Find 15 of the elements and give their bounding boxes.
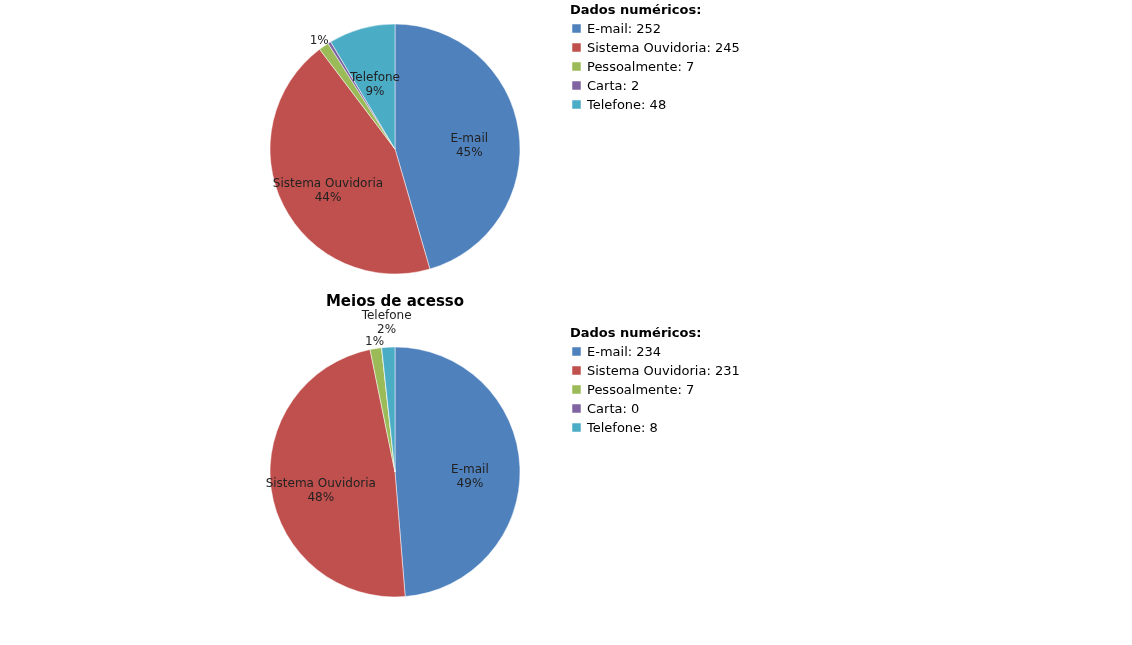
legend-label: Carta: 0 [587, 400, 640, 416]
legend-label: Telefone: 8 [586, 419, 658, 435]
legend-label: Pessoalmente: 7 [587, 58, 695, 74]
legend-title: Dados numéricos: [570, 2, 702, 17]
legend-label: Pessoalmente: 7 [587, 381, 695, 397]
legend-label: Sistema Ouvidoria: 231 [587, 362, 740, 378]
legend-label: Sistema Ouvidoria: 245 [587, 39, 740, 55]
legend-label: Carta: 2 [587, 77, 640, 93]
data-label: E-mail 45% [450, 131, 489, 160]
data-label: E-mail 49% [451, 461, 489, 490]
legend-label: E-mail: 252 [587, 20, 662, 36]
legend-title: Dados numéricos: [570, 325, 702, 340]
legend-label: E-mail: 234 [587, 343, 662, 359]
legend-label: Telefone: 48 [586, 96, 667, 112]
data-label: 1% [309, 32, 329, 47]
